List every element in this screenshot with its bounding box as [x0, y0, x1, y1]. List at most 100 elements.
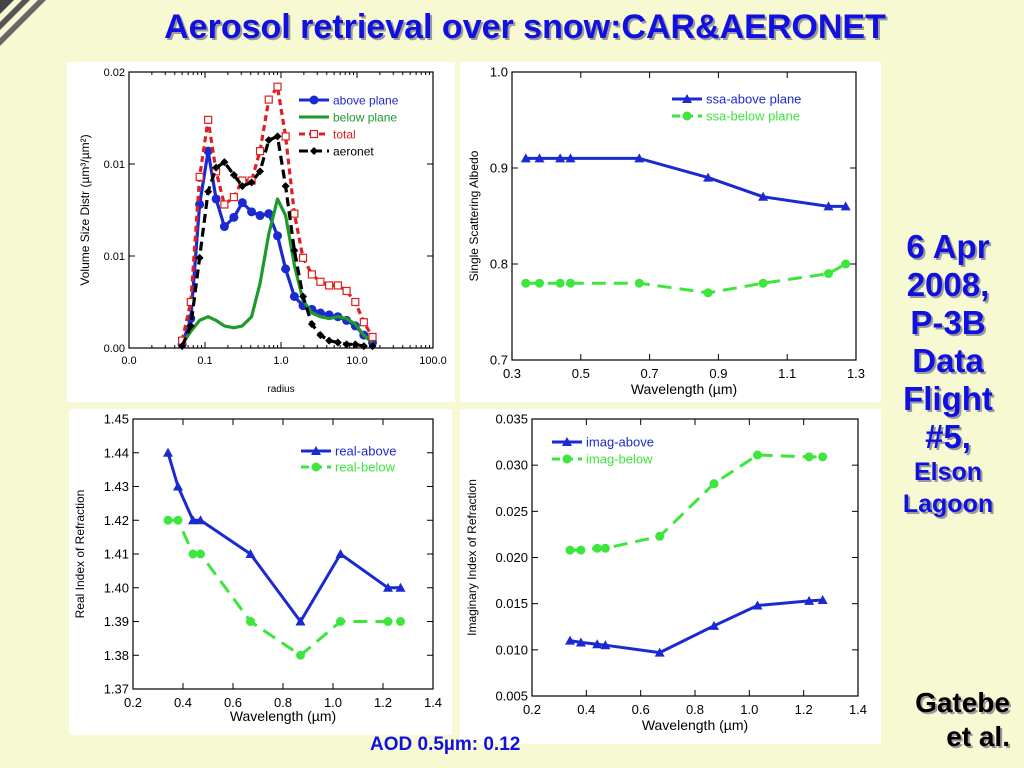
x-tick-label: 0.0	[121, 355, 136, 367]
x-axis-label: Wavelength (µm)	[230, 708, 336, 724]
data-point	[281, 182, 290, 191]
x-tick-label: 0.4	[577, 702, 595, 717]
y-axis-label: Real Index of Refraction	[73, 490, 87, 619]
data-point	[752, 600, 763, 610]
x-tick-label: 1.2	[374, 695, 392, 710]
data-point	[195, 515, 206, 525]
flight-info-line: Data	[912, 342, 984, 379]
y-tick-label: 1.44	[104, 445, 129, 460]
data-point	[289, 291, 299, 301]
data-point	[634, 278, 644, 288]
data-point	[299, 292, 308, 301]
data-point	[296, 650, 305, 660]
data-point	[186, 321, 195, 330]
data-point	[229, 171, 238, 180]
data-point	[211, 194, 221, 204]
data-point	[592, 639, 603, 649]
data-point	[212, 163, 221, 172]
x-tick-label: 0.8	[686, 702, 704, 717]
data-point	[264, 136, 273, 145]
data-point	[342, 286, 351, 296]
data-point	[255, 211, 265, 221]
panel-imag-index: 0.2 0.4 0.6 0.8 1.0 1.2 1.4 0.005 0.010 0.015 0.02…	[460, 409, 881, 744]
data-point	[342, 340, 351, 349]
y-axis-label: Volume Size Distr (µm³/µm²)	[78, 134, 92, 285]
data-point	[534, 153, 545, 163]
legend-label: real-below	[335, 460, 396, 475]
data-point	[758, 191, 769, 201]
data-point	[273, 231, 283, 241]
data-point	[295, 616, 306, 626]
chart-real-index: 0.2 0.4 0.6 0.8 1.0 1.2 1.4 1.37 1.38 1.39 1.40 1.4…	[73, 412, 442, 724]
legend-marker	[309, 129, 319, 139]
data-point	[247, 207, 257, 217]
data-point	[817, 594, 828, 604]
data-point	[521, 278, 531, 288]
data-point	[555, 153, 566, 163]
data-point	[195, 253, 204, 262]
x-axis-label: radius	[267, 384, 294, 395]
flight-info-line: 6 Apr	[906, 228, 990, 265]
data-point	[333, 338, 342, 347]
flight-location-line: Lagoon	[902, 490, 994, 518]
data-point	[654, 647, 665, 657]
data-point	[600, 640, 611, 650]
data-point	[264, 209, 274, 219]
legend-marker	[311, 462, 321, 472]
y-tick-label: 1.43	[104, 479, 129, 494]
x-tick-label: 0.7	[641, 366, 659, 381]
legend-marker	[562, 454, 572, 464]
y-tick-label: 0.01	[104, 251, 125, 263]
data-point	[316, 331, 325, 340]
data-point	[804, 452, 814, 462]
legend-marker	[310, 147, 318, 155]
series-imag-below	[565, 450, 828, 555]
data-point	[555, 278, 565, 288]
flight-info-line: P-3B	[910, 304, 986, 341]
data-point	[841, 259, 851, 269]
data-point	[316, 277, 325, 286]
y-tick-label: 0.020	[495, 550, 528, 565]
legend-label: real-above	[335, 444, 396, 459]
data-point	[823, 201, 834, 211]
x-tick-label: 1.0	[740, 702, 758, 717]
legend-marker	[309, 95, 319, 105]
series-line	[569, 598, 823, 655]
legend-label: ssa-below plane	[706, 109, 800, 124]
data-point	[173, 481, 183, 491]
data-point	[703, 288, 713, 298]
x-tick-label: 0.2	[124, 695, 142, 710]
data-point	[246, 617, 255, 626]
x-tick-label: 0.6	[224, 695, 242, 710]
data-point	[229, 193, 238, 202]
data-point	[229, 212, 239, 222]
x-tick-label: 1.3	[847, 366, 865, 381]
data-point	[245, 549, 256, 558]
legend-label: below plane	[333, 111, 397, 125]
data-point	[273, 82, 282, 91]
flight-location-line: Elson	[913, 458, 983, 486]
x-tick-label: 1.1	[778, 366, 796, 381]
legend-label: aeronet	[333, 145, 374, 159]
x-tick-label: 10.0	[346, 355, 367, 367]
flight-info-line: 2008,	[906, 266, 990, 303]
data-point	[368, 332, 377, 342]
legend-marker	[562, 437, 572, 446]
series-line	[180, 197, 374, 346]
data-point	[655, 531, 665, 541]
series-imag-above	[565, 594, 828, 657]
data-point	[238, 182, 247, 191]
x-tick-label: 1.0	[324, 695, 342, 710]
data-point	[383, 617, 393, 626]
y-tick-label: 0.9	[490, 161, 508, 176]
y-tick-label: 1.41	[104, 547, 129, 562]
legend-label: above plane	[333, 94, 399, 108]
data-point	[703, 172, 714, 182]
data-point	[520, 153, 531, 163]
data-point	[281, 132, 290, 141]
data-point	[255, 147, 265, 156]
data-point	[219, 222, 229, 232]
data-point	[163, 447, 173, 457]
data-point	[237, 198, 247, 208]
data-point	[188, 515, 198, 525]
